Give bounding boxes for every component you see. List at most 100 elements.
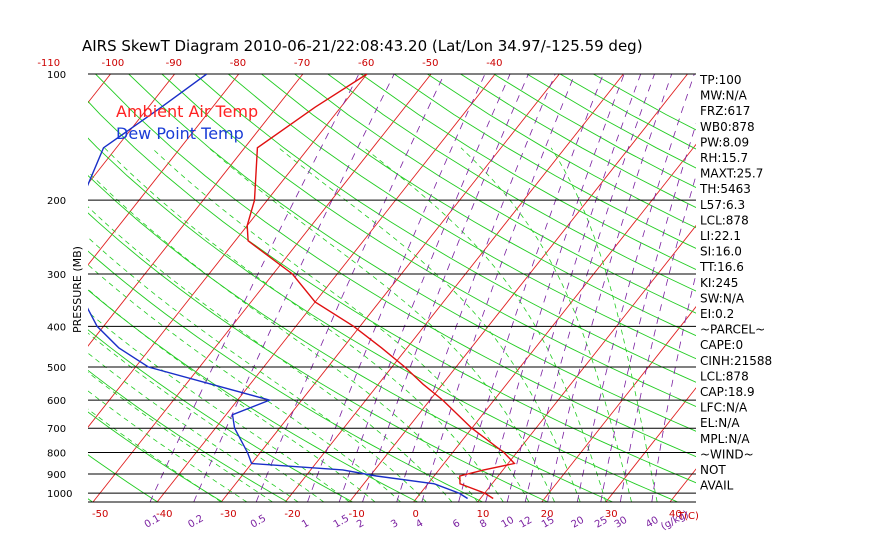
moist-adiabat-line bbox=[104, 147, 504, 502]
top-temp-tick-label: -110 bbox=[37, 58, 60, 69]
dry-adiabat-line bbox=[88, 289, 418, 502]
mixing-ratio-line bbox=[255, 74, 445, 502]
dry-adiabat-line bbox=[360, 74, 696, 271]
pressure-tick-label: 100 bbox=[47, 70, 66, 81]
dry-adiabat-line bbox=[88, 454, 158, 502]
mixing-ratio-tick-label: 1 bbox=[300, 518, 311, 531]
dry-adiabat-line bbox=[460, 74, 696, 208]
dry-adiabat-line bbox=[294, 74, 696, 314]
legend-ambient-air-temp: Ambient Air Temp bbox=[116, 102, 258, 121]
isotherm-line bbox=[88, 74, 111, 104]
mixing-ratio-tick-label: 2 bbox=[355, 518, 366, 531]
mixing-ratio-line bbox=[307, 74, 486, 502]
moist-adiabat-line bbox=[88, 408, 222, 502]
stability-index-item: MW:N/A bbox=[700, 89, 748, 103]
bottom-temp-tick-label: -10 bbox=[348, 509, 364, 520]
top-temp-tick-label: -90 bbox=[166, 58, 182, 69]
dry-adiabat-line bbox=[88, 250, 483, 502]
mixing-ratio-tick-label: 0.2 bbox=[186, 513, 205, 530]
pressure-tick-label: 300 bbox=[47, 270, 66, 281]
mixing-ratio-line bbox=[149, 74, 360, 502]
stability-index-item: LFC:N/A bbox=[700, 401, 748, 415]
top-temp-tick-label: -100 bbox=[102, 58, 125, 69]
isotherm-line bbox=[605, 387, 696, 502]
stability-index-item: TH:5463 bbox=[699, 182, 751, 196]
moist-adiabat-line bbox=[88, 171, 479, 502]
dry-adiabat-line bbox=[327, 74, 696, 292]
stability-index-item: FRZ:617 bbox=[700, 104, 750, 118]
moist-adiabat-line bbox=[208, 147, 555, 502]
stability-index-item: CAP:18.9 bbox=[700, 385, 755, 399]
mixing-ratio-tick-label: 8 bbox=[478, 518, 489, 531]
bottom-temp-tick-label: 0 bbox=[413, 509, 419, 520]
mixing-ratio-line bbox=[547, 74, 673, 502]
dry-adiabat-line bbox=[88, 369, 288, 502]
stability-index-item: CINH:21588 bbox=[700, 354, 772, 368]
isotherm-line bbox=[88, 74, 304, 347]
label-layer: 1002003004005006007008009001000-120-110-… bbox=[37, 58, 681, 531]
stability-index-item: L57:6.3 bbox=[700, 198, 745, 212]
isotherm-line bbox=[734, 74, 870, 502]
mixing-ratio-line bbox=[338, 74, 511, 502]
pressure-tick-label: 900 bbox=[47, 470, 66, 481]
bottom-temp-tick-label: -50 bbox=[92, 509, 108, 520]
chart-title: AIRS SkewT Diagram 2010-06-21/22:08:43.2… bbox=[82, 37, 643, 55]
moist-adiabat-line bbox=[460, 147, 632, 502]
mixing-ratio-line bbox=[485, 74, 625, 502]
top-temp-tick-label: -80 bbox=[230, 58, 246, 69]
dry-adiabat-line bbox=[427, 74, 696, 229]
stability-index-item: CAPE:0 bbox=[700, 338, 743, 352]
dry-adiabat-line bbox=[88, 137, 678, 502]
bottom-temp-tick-label: -40 bbox=[156, 509, 172, 520]
isotherm-line bbox=[284, 74, 624, 502]
dry-adiabat-line bbox=[128, 74, 696, 432]
t-unit-label: T(C) bbox=[677, 511, 699, 522]
bottom-temp-tick-label: 10 bbox=[477, 509, 490, 520]
stability-index-item: SW:N/A bbox=[700, 291, 745, 305]
moist-adiabat-line bbox=[88, 390, 248, 502]
pressure-tick-label: 600 bbox=[47, 396, 66, 407]
dry-adiabat-line bbox=[194, 74, 696, 383]
mixing-ratio-line bbox=[576, 74, 695, 502]
dry-adiabat-line bbox=[88, 212, 548, 502]
legend-dew-point-temp: Dew Point Temp bbox=[116, 124, 244, 143]
dry-adiabat-line bbox=[88, 411, 223, 502]
mixing-ratio-line bbox=[506, 74, 642, 502]
isobar-layer bbox=[88, 73, 696, 503]
dry-adiabat-line bbox=[161, 74, 696, 407]
dry-adiabat-line bbox=[393, 74, 696, 249]
mixing-ratio-line bbox=[620, 174, 696, 502]
mixing-ratio-tick-label: 12 bbox=[518, 515, 535, 531]
isotherm-line bbox=[541, 306, 696, 502]
mixing-ratio-tick-label: 3 bbox=[389, 518, 400, 531]
stability-index-item: MPL:N/A bbox=[700, 432, 750, 446]
isotherm-line bbox=[798, 74, 870, 502]
isotherm-line bbox=[477, 224, 696, 502]
stability-index-item: LI:22.1 bbox=[700, 229, 741, 243]
stability-index-item: AVAIL bbox=[700, 479, 734, 493]
mixing-ratio-tick-label: 4 bbox=[414, 518, 425, 531]
pressure-tick-label: 700 bbox=[47, 424, 66, 435]
bottom-temp-tick-label: 30 bbox=[605, 509, 618, 520]
stability-index-item: WB0:878 bbox=[700, 120, 755, 134]
mixing-ratio-tick-label: 6 bbox=[451, 518, 462, 531]
stability-index-item: EL:N/A bbox=[700, 416, 740, 430]
dew-point-temp-trace bbox=[88, 74, 468, 500]
isotherm-line bbox=[156, 74, 496, 502]
stability-index-item: ~WIND~ bbox=[700, 447, 754, 461]
dry-adiabat-line bbox=[261, 74, 696, 337]
dry-adiabat-line bbox=[88, 329, 353, 502]
moist-adiabat-line bbox=[88, 352, 299, 502]
bottom-temp-tick-label: 20 bbox=[541, 509, 554, 520]
stability-index-item: SI:16.0 bbox=[700, 245, 742, 259]
dry-adiabat-line bbox=[88, 174, 613, 502]
stability-index-item: LCL:878 bbox=[700, 213, 749, 227]
pressure-tick-label: 400 bbox=[47, 322, 66, 333]
bottom-temp-tick-label: -30 bbox=[220, 509, 236, 520]
dry-adiabat-line bbox=[95, 74, 696, 458]
mixing-ratio-line bbox=[396, 74, 556, 502]
y-axis-label: PRESSURE (MB) bbox=[71, 246, 84, 333]
moist-adiabat-line bbox=[151, 147, 530, 502]
